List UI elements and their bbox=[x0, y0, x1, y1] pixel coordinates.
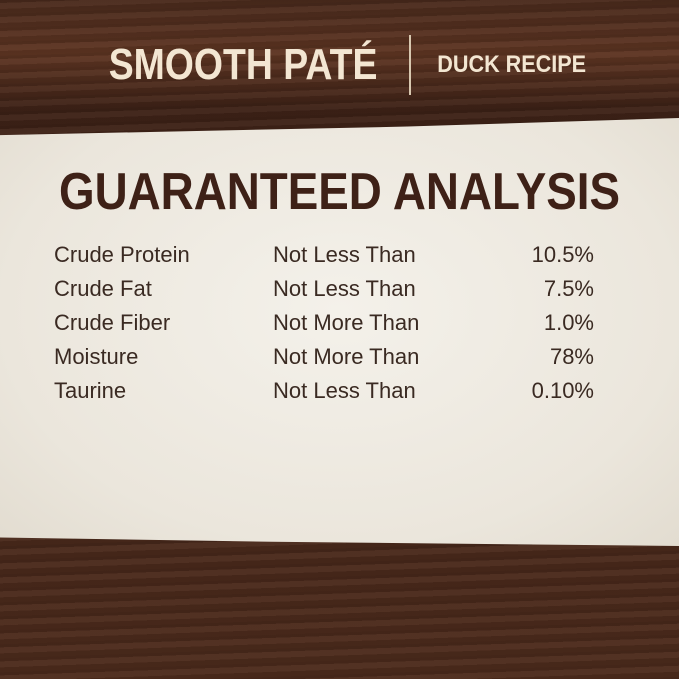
value: 1.0% bbox=[543, 310, 594, 335]
qualifier: Not Less Than bbox=[273, 276, 416, 301]
nutrient: Crude Fat bbox=[54, 276, 152, 301]
recipe-name: DUCK RECIPE bbox=[437, 51, 586, 78]
table-row: Crude Fat Not Less Than 7.5% bbox=[54, 276, 594, 306]
analysis-heading: GUARANTEED ANALYSIS bbox=[58, 163, 621, 221]
table-row: Crude Fiber Not More Than 1.0% bbox=[54, 310, 594, 340]
nutrient: Crude Protein bbox=[54, 242, 190, 267]
nutrient: Crude Fiber bbox=[54, 310, 171, 335]
qualifier: Not Less Than bbox=[273, 378, 416, 403]
value: 0.10% bbox=[531, 378, 594, 403]
header-divider bbox=[408, 35, 411, 95]
qualifier: Not More Than bbox=[273, 310, 420, 335]
header: SMOOTH PATÉ DUCK RECIPE bbox=[0, 30, 679, 100]
value: 10.5% bbox=[531, 242, 594, 267]
paper-panel bbox=[0, 118, 679, 546]
qualifier: Not Less Than bbox=[273, 242, 416, 267]
value: 7.5% bbox=[543, 276, 594, 301]
table-row: Crude Protein Not Less Than 10.5% bbox=[54, 242, 594, 272]
nutrient: Moisture bbox=[54, 344, 139, 369]
value: 78% bbox=[549, 344, 594, 369]
product-title: SMOOTH PATÉ bbox=[108, 40, 378, 89]
qualifier: Not More Than bbox=[273, 344, 420, 369]
table-row: Taurine Not Less Than 0.10% bbox=[54, 378, 594, 408]
table-row: Moisture Not More Than 78% bbox=[54, 344, 594, 374]
nutrient: Taurine bbox=[54, 378, 127, 403]
